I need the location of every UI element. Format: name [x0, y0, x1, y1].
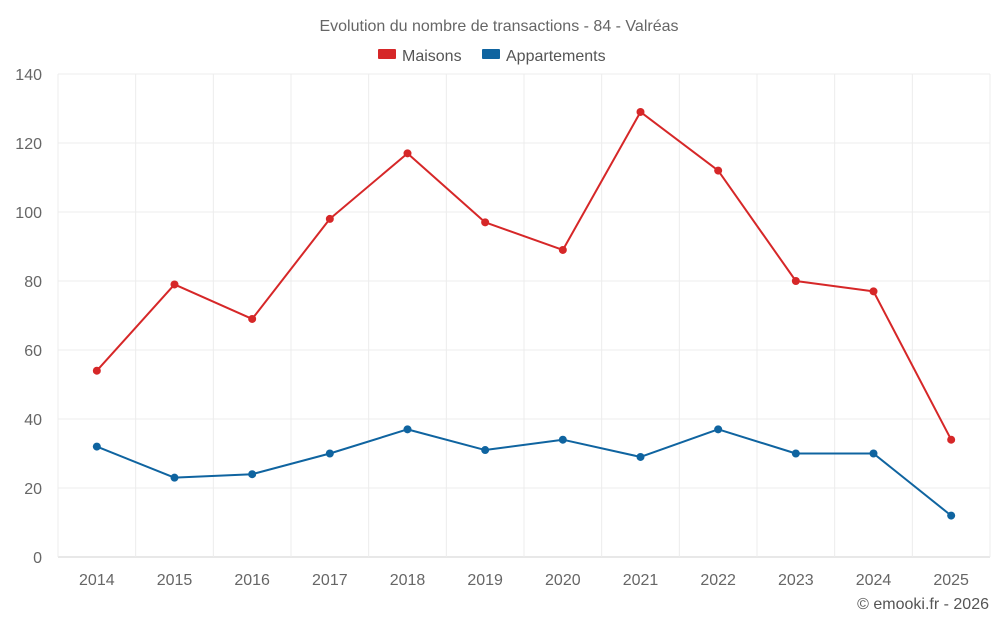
data-point-appartements[interactable] [791, 449, 800, 458]
data-point-maisons[interactable] [947, 435, 956, 444]
data-point-appartements[interactable] [170, 473, 179, 482]
legend-swatch-maisons [378, 49, 396, 59]
copyright-footer: © emooki.fr - 2026 [857, 596, 989, 613]
data-point-maisons[interactable] [558, 245, 567, 254]
y-tick-label: 100 [15, 205, 42, 222]
data-point-appartements[interactable] [92, 442, 101, 451]
data-point-appartements[interactable] [714, 425, 723, 434]
y-tick-label: 120 [15, 136, 42, 153]
data-point-appartements[interactable] [636, 452, 645, 461]
x-axis: 2014 2015 2016 2017 2018 2019 2020 2021 2022 2023… [79, 572, 969, 589]
data-point-maisons[interactable] [636, 107, 645, 116]
y-tick-label: 40 [24, 412, 42, 429]
data-point-appartements[interactable] [248, 470, 257, 479]
y-tick-label: 80 [24, 274, 42, 291]
y-axis: 0 20 40 60 80 100 120 140 [15, 67, 42, 567]
legend-item-maisons[interactable]: Maisons [378, 48, 462, 65]
data-point-appartements[interactable] [558, 435, 567, 444]
data-point-appartements[interactable] [481, 446, 490, 455]
data-point-appartements[interactable] [947, 511, 956, 520]
y-tick-label: 20 [24, 481, 42, 498]
x-tick-label: 2021 [623, 572, 659, 589]
data-point-maisons[interactable] [248, 314, 257, 323]
x-tick-label: 2023 [778, 572, 814, 589]
x-tick-label: 2019 [467, 572, 503, 589]
gridlines [57, 73, 991, 558]
data-point-maisons[interactable] [325, 214, 334, 223]
x-tick-label: 2016 [234, 572, 270, 589]
data-point-maisons[interactable] [170, 280, 179, 289]
data-point-maisons[interactable] [791, 277, 800, 285]
legend: Maisons Appartements [378, 48, 606, 65]
x-tick-label: 2014 [79, 572, 115, 589]
y-tick-label: 0 [33, 550, 42, 567]
data-point-maisons[interactable] [92, 366, 101, 375]
legend-swatch-appartements [482, 49, 500, 59]
x-tick-label: 2020 [545, 572, 581, 589]
data-point-maisons[interactable] [869, 287, 878, 296]
x-tick-label: 2015 [157, 572, 193, 589]
series-line-appartements [96, 428, 952, 517]
chart-title: Evolution du nombre de transactions - 84… [319, 18, 678, 35]
series-layer [92, 107, 956, 520]
series-line-maisons [96, 110, 953, 441]
data-point-maisons[interactable] [714, 166, 723, 175]
data-point-appartements[interactable] [869, 449, 878, 458]
data-point-maisons[interactable] [403, 149, 412, 158]
x-tick-label: 2024 [856, 572, 892, 589]
data-point-appartements[interactable] [403, 425, 412, 434]
legend-label-appartements: Appartements [506, 48, 606, 65]
x-tick-label: 2022 [700, 572, 736, 589]
data-point-maisons[interactable] [481, 218, 490, 227]
legend-label-maisons: Maisons [402, 48, 462, 65]
y-tick-label: 140 [15, 67, 42, 84]
legend-item-appartements[interactable]: Appartements [482, 48, 606, 65]
data-point-appartements[interactable] [325, 449, 334, 458]
x-tick-label: 2025 [933, 572, 969, 589]
x-tick-label: 2017 [312, 572, 348, 589]
y-tick-label: 60 [24, 343, 42, 360]
x-tick-label: 2018 [390, 572, 426, 589]
